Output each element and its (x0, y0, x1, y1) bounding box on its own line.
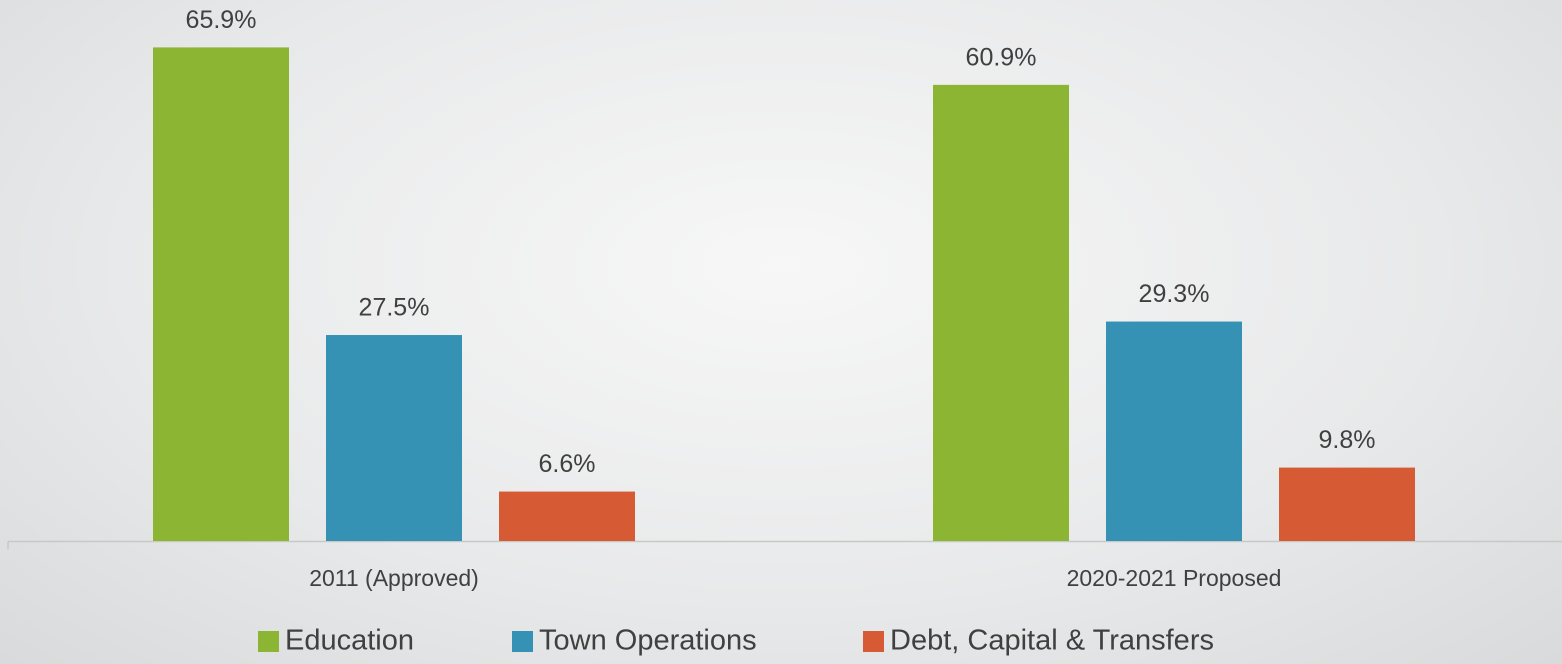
legend-swatch (512, 631, 533, 652)
bar (1106, 321, 1242, 541)
x-tick-label: 2020-2021 Proposed (1067, 565, 1282, 591)
data-label: 29.3% (1139, 280, 1210, 308)
bar (153, 47, 289, 542)
legend-label: Education (285, 625, 414, 657)
data-label: 27.5% (359, 294, 430, 322)
legend-swatch (258, 631, 279, 652)
data-label: 6.6% (539, 450, 596, 478)
data-label: 60.9% (966, 43, 1037, 71)
bar (1279, 467, 1415, 541)
legend-label: Debt, Capital & Transfers (890, 625, 1214, 657)
bar (933, 84, 1069, 541)
bar (499, 491, 635, 541)
legend-swatch (863, 631, 884, 652)
legend-label: Town Operations (539, 625, 757, 657)
bar (326, 335, 462, 541)
data-label: 65.9% (186, 6, 257, 34)
x-tick-label: 2011 (Approved) (309, 565, 479, 591)
data-label: 9.8% (1319, 426, 1376, 454)
